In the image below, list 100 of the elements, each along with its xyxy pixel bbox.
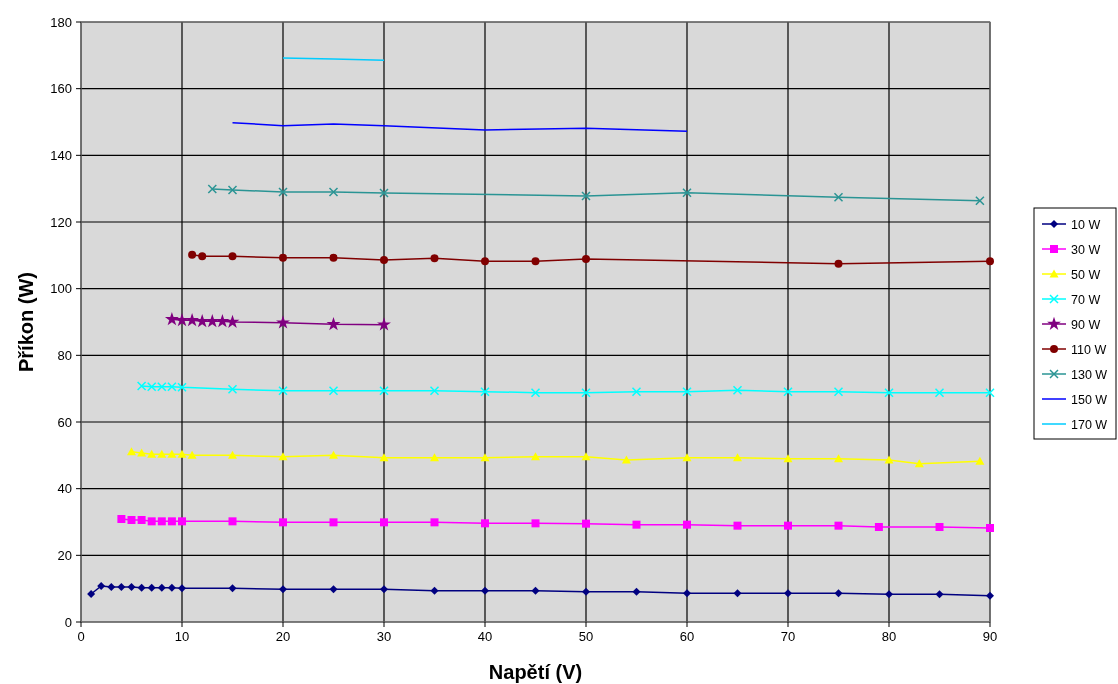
point: [329, 518, 338, 527]
point: [783, 386, 793, 397]
point: [127, 447, 136, 456]
point: [167, 583, 176, 592]
legend-label: 70 W: [1071, 292, 1101, 307]
legend-label: 110 W: [1071, 342, 1107, 357]
x-tick-label: 80: [881, 629, 897, 644]
point: [164, 312, 179, 326]
point: [187, 450, 197, 459]
point: [581, 387, 591, 398]
legend-label: 30 W: [1071, 242, 1101, 257]
point: [227, 384, 238, 395]
point: [833, 192, 844, 203]
point: [207, 184, 218, 194]
point: [429, 385, 440, 396]
point: [783, 454, 793, 463]
point: [874, 523, 883, 531]
y-tick-label: 120: [50, 214, 72, 230]
y-tick-label: 180: [50, 14, 72, 30]
point: [157, 517, 166, 526]
legend-label: 90 W: [1071, 317, 1101, 332]
point: [683, 520, 691, 529]
point: [481, 586, 489, 595]
point: [87, 590, 96, 598]
point: [986, 257, 994, 266]
point: [278, 187, 288, 197]
point: [228, 584, 237, 593]
point: [631, 386, 642, 397]
point: [975, 195, 985, 206]
point: [986, 591, 994, 600]
point: [632, 587, 641, 596]
point: [621, 455, 631, 464]
point: [682, 453, 692, 462]
point: [380, 518, 388, 527]
point: [195, 314, 210, 328]
y-tick-label: 0: [64, 614, 72, 630]
point: [198, 252, 207, 261]
point: [117, 583, 126, 591]
point: [107, 583, 116, 591]
point: [185, 313, 200, 327]
x-tick-label: 10: [174, 629, 190, 644]
legend-label: 130 W: [1071, 367, 1108, 382]
point: [530, 387, 541, 398]
point: [380, 585, 388, 594]
point: [127, 516, 136, 524]
y-tick-label: 40: [57, 481, 72, 497]
x-tick-label: 50: [578, 629, 594, 644]
point: [480, 453, 490, 462]
point: [834, 521, 843, 530]
x-tick-label: 30: [376, 629, 392, 644]
point: [481, 519, 489, 528]
y-tick-label: 20: [57, 547, 72, 563]
point: [379, 188, 389, 198]
point: [934, 387, 945, 398]
point: [935, 590, 944, 599]
line-series: [231, 121, 688, 133]
x-tick-label: 70: [780, 629, 796, 644]
point: [278, 452, 288, 461]
point: [935, 523, 944, 531]
y-tick-label: 80: [57, 347, 72, 363]
point: [377, 317, 391, 331]
point: [430, 518, 439, 527]
point: [147, 517, 156, 526]
point: [167, 449, 177, 458]
point: [379, 385, 389, 396]
point: [975, 456, 985, 465]
point: [481, 257, 489, 266]
legend-label: 50 W: [1071, 267, 1101, 282]
point: [227, 185, 238, 195]
point: [784, 521, 792, 530]
point: [531, 452, 540, 461]
point: [205, 314, 220, 328]
point: [986, 524, 994, 532]
x-tick-label: 20: [275, 629, 291, 644]
point: [117, 515, 126, 523]
point: [137, 448, 147, 457]
point: [683, 589, 691, 598]
point: [137, 516, 146, 524]
point: [885, 590, 893, 599]
point: [147, 449, 157, 458]
point: [147, 583, 156, 592]
y-tick-label: 60: [57, 414, 72, 430]
point: [682, 386, 692, 397]
point: [914, 459, 924, 468]
point: [188, 250, 197, 259]
legend-label: 10 W: [1071, 217, 1101, 232]
point: [582, 519, 590, 528]
point: [531, 519, 540, 528]
point: [834, 259, 843, 268]
point: [784, 589, 792, 598]
point: [834, 454, 843, 463]
x-tick-label: 60: [679, 629, 695, 644]
point: [430, 453, 439, 462]
legend-label: 150 W: [1071, 392, 1108, 407]
point: [380, 256, 388, 264]
point: [326, 317, 341, 331]
point: [480, 386, 490, 397]
point: [884, 387, 894, 398]
point: [732, 385, 743, 396]
point: [329, 450, 338, 459]
